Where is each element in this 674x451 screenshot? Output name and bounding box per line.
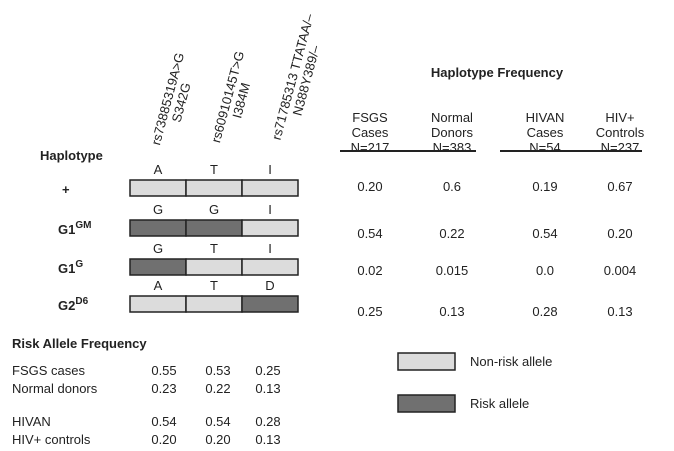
hf-value: 0.015 [436,263,469,278]
allele: I [268,202,272,217]
allele-segment [129,179,187,197]
raf-label: HIVAN [12,414,51,429]
hf-value: 0.6 [443,179,461,194]
haplotype-name: G2D6 [58,296,89,313]
legend-swatch [397,394,456,413]
allele-segment [241,258,299,276]
allele: A [154,278,163,293]
legend-label: Risk allele [470,396,529,411]
allele: D [265,278,274,293]
allele-segment [129,219,187,237]
allele: G [153,202,163,217]
allele: T [210,278,218,293]
allele: T [210,162,218,177]
hf-value: 0.20 [607,226,632,241]
raf-value: 0.54 [151,414,176,429]
hf-column-header: N=383 [433,140,472,155]
raf-label: Normal donors [12,381,98,396]
hf-column-header: Normal [431,110,473,125]
snp-header: rs71785313 TTATAA/–N388Y389/– [269,11,323,141]
raf-value: 0.22 [205,381,230,396]
allele: A [154,162,163,177]
hf-value: 0.20 [357,179,382,194]
hf-title: Haplotype Frequency [431,65,564,80]
hf-value: 0.02 [357,263,382,278]
hf-value: 0.004 [604,263,637,278]
raf-label: FSGS cases [12,363,85,378]
hf-column-header: HIV+ [605,110,634,125]
haplotype-name: + [62,182,70,197]
hf-column-header: Donors [431,125,473,140]
allele-segment [185,258,243,276]
allele-segment [185,179,243,197]
haplotype-name-text: + [62,182,70,197]
hf-value: 0.25 [357,304,382,319]
hf-value: 0.54 [532,226,557,241]
allele: G [209,202,219,217]
hf-column-header: Cases [527,125,564,140]
haplotype-superscript: D6 [75,296,88,307]
allele: I [268,241,272,256]
hf-value: 0.22 [439,226,464,241]
allele-segment [241,295,299,313]
raf-value: 0.20 [205,432,230,447]
hf-column-header: Controls [596,125,645,140]
raf-value: 0.20 [151,432,176,447]
haplotype-label: Haplotype [40,148,103,163]
raf-value: 0.23 [151,381,176,396]
haplotype-name: G1G [58,259,83,276]
hf-value: 0.28 [532,304,557,319]
raf-label: HIV+ controls [12,432,91,447]
raf-value: 0.54 [205,414,230,429]
hf-column-header: Cases [352,125,389,140]
hf-value: 0.54 [357,226,382,241]
hf-column-header: HIVAN [526,110,565,125]
hf-value: 0.13 [439,304,464,319]
allele: I [268,162,272,177]
allele-segment [129,258,187,276]
hf-column-header: N=54 [529,140,560,155]
hf-column-header: N=217 [351,140,390,155]
raf-title: Risk Allele Frequency [12,336,147,351]
allele-segment [241,219,299,237]
haplotype-name: G1GM [58,220,91,237]
hf-value: 0.13 [607,304,632,319]
raf-value: 0.28 [255,414,280,429]
haplotype-name-text: G1 [58,261,75,276]
haplotype-name-text: G2 [58,298,75,313]
raf-value: 0.13 [255,381,280,396]
allele-segment [185,219,243,237]
allele: G [153,241,163,256]
legend-swatch [397,352,456,371]
allele-segment [185,295,243,313]
raf-value: 0.55 [151,363,176,378]
hf-value: 0.67 [607,179,632,194]
raf-value: 0.53 [205,363,230,378]
allele-segment [129,295,187,313]
raf-value: 0.13 [255,432,280,447]
raf-value: 0.25 [255,363,280,378]
allele-segment [241,179,299,197]
haplotype-superscript: GM [75,220,91,231]
hf-column-header: FSGS [352,110,388,125]
allele: T [210,241,218,256]
haplotype-name-text: G1 [58,222,75,237]
hf-value: 0.0 [536,263,554,278]
haplotype-superscript: G [75,259,83,270]
hf-column-header: N=237 [601,140,640,155]
legend-label: Non-risk allele [470,354,552,369]
hf-value: 0.19 [532,179,557,194]
